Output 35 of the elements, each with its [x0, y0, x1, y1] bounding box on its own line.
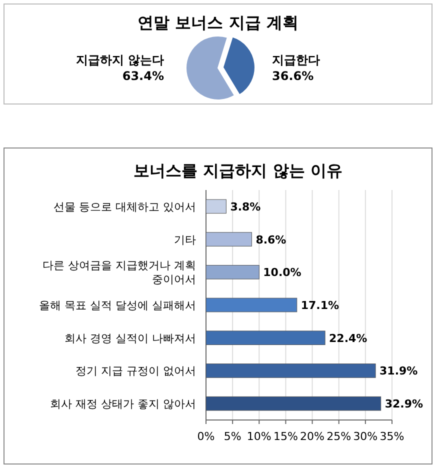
x-tick-label: 25% [326, 430, 352, 443]
data-label: 3.8% [230, 200, 261, 214]
data-label: 63.4% [122, 69, 164, 83]
x-tick-label: 15% [273, 430, 298, 443]
bar [206, 330, 326, 346]
data-label: 8.6% [256, 233, 286, 246]
y-tick-label: 회사 경영 실적이 나빠져서 [64, 332, 196, 345]
data-label: 17.1% [300, 299, 340, 312]
x-tick-label: 20% [300, 430, 325, 443]
y-tick-label: 다른 상여금을 지급했거나 계획 중이어서 [42, 259, 196, 286]
y-tick-label: 정기 지급 규정이 없어서 [76, 364, 196, 378]
slice-label: 지급한다 [272, 53, 320, 67]
data-label: 32.9% [384, 398, 424, 411]
x-tick-label: 35% [380, 430, 404, 443]
slice-label: 지급하지 않는다 [76, 53, 164, 67]
x-tick-label: 0% [197, 430, 215, 443]
y-tick-label: 선물 등으로 대체하고 있어서 [54, 200, 196, 214]
bar [206, 264, 260, 280]
y-tick-label: 회사 재정 상태가 좋지 않아서 [50, 398, 196, 411]
bar [206, 396, 382, 411]
chart-title: 보너스를 지급하지 않는 이유 [134, 161, 342, 180]
data-label: 10.0% [263, 266, 302, 280]
x-tick-label: 5% [224, 430, 242, 443]
x-tick-label: 30% [353, 430, 378, 443]
bar [206, 364, 376, 378]
bar [206, 232, 252, 246]
bar [206, 199, 226, 214]
data-label: 31.9% [380, 364, 418, 378]
data-label: 36.6% [272, 69, 314, 83]
bar [206, 298, 298, 312]
data-label: 22.4% [329, 332, 368, 345]
chart-title: 연말 보너스 지급 계획 [138, 13, 298, 32]
x-tick-label: 10% [246, 430, 272, 443]
y-tick-label: 올해 목표 실적 달성에 실패해서 [39, 299, 196, 312]
y-tick-label: 기타 [174, 233, 196, 246]
